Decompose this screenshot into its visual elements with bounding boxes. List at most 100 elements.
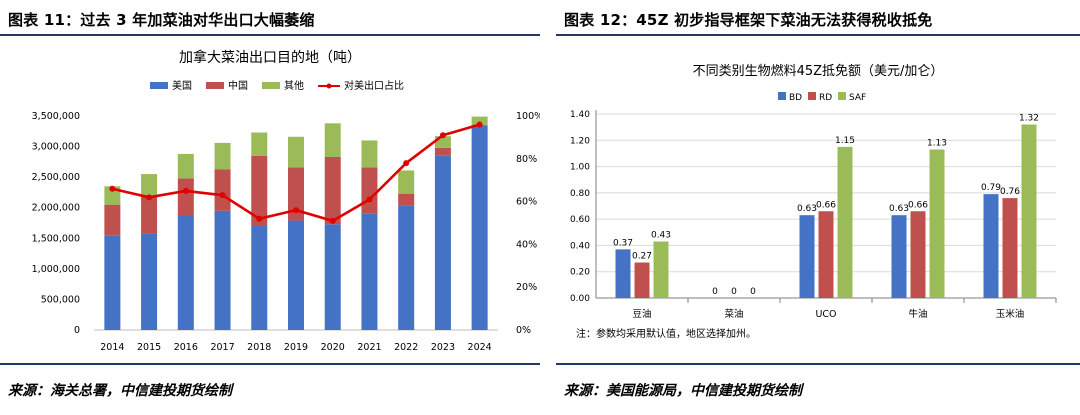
legend-label-0: BD — [789, 93, 802, 103]
bar-BD — [983, 194, 999, 298]
x-tick-label: 豆油 — [632, 308, 651, 320]
bar-segment-中国 — [214, 169, 231, 211]
y-tick-label: 3,500,000 — [32, 111, 80, 122]
canada-rapeseed-oil-export-chart: 加拿大菜油出口目的地（吨） 美国 中国 其他 对美出口占比 0 500,000 1,000,0… — [32, 49, 540, 353]
y2-tick-label: 100% — [516, 111, 540, 122]
y-tick-label: 1,500,000 — [32, 233, 80, 244]
x-tick-label: 牛油 — [908, 308, 927, 320]
bar-segment-中国 — [141, 195, 158, 234]
ratio-point — [146, 194, 153, 201]
data-label: 0.43 — [651, 230, 671, 240]
y-tick-label: 1.20 — [570, 136, 590, 146]
bar-BD — [799, 215, 815, 298]
bar-segment-其他 — [361, 140, 378, 168]
legend-label-0: 美国 — [172, 79, 192, 92]
data-label: 0.63 — [797, 204, 817, 214]
x-tick-label: 2014 — [100, 342, 124, 353]
y-tick-label: 0.00 — [570, 294, 590, 304]
legend-label-2: SAF — [849, 93, 866, 103]
bar-segment-中国 — [434, 147, 451, 156]
y-tick-label: 2,500,000 — [32, 172, 80, 183]
bar-segment-美国 — [177, 215, 194, 330]
bar-BD — [615, 249, 631, 298]
bar-segment-其他 — [471, 116, 488, 126]
y-tick-label: 1.40 — [570, 110, 590, 120]
ratio-point — [109, 185, 116, 192]
figure-12-title: 图表 12：45Z 初步指导框架下菜油无法获得税收抵免 — [564, 11, 933, 29]
y2-tick-label: 60% — [516, 197, 537, 208]
y-tick-label: 0.80 — [570, 189, 590, 199]
bar-segment-其他 — [288, 136, 304, 168]
bar-RD — [634, 262, 650, 298]
y2-tick-label: 0% — [516, 325, 531, 336]
ratio-point — [329, 217, 336, 224]
data-label: 1.13 — [927, 138, 947, 148]
legend-swatch-0 — [778, 92, 786, 100]
ratio-point — [439, 132, 446, 139]
x-tick-label: 2018 — [247, 342, 271, 353]
ratio-point — [256, 215, 263, 222]
data-label: 0 — [712, 287, 718, 297]
chart-note: 注：参数均采用默认值，地区选择加州。 — [576, 327, 756, 340]
legend-swatch-2 — [838, 92, 846, 100]
bar-segment-中国 — [324, 156, 341, 225]
right-figure-panel: 图表 12：45Z 初步指导框架下菜油无法获得税收抵免 不同类别生物燃料45Z抵… — [556, 0, 1080, 415]
x-tick-label: 2017 — [210, 342, 234, 353]
y-tick-label: 1,000,000 — [32, 264, 80, 275]
bar-segment-其他 — [141, 174, 158, 196]
top-rule — [556, 34, 1080, 36]
bar-RD — [818, 211, 834, 298]
ratio-point — [366, 196, 373, 203]
data-label: 0.37 — [613, 238, 633, 248]
bar-segment-美国 — [361, 213, 378, 330]
y-tick-label: 0.40 — [570, 241, 590, 251]
figure-12-source: 来源：美国能源局，中信建投期货绘制 — [564, 383, 802, 399]
bar-segment-其他 — [398, 170, 415, 194]
bar-RD — [910, 211, 926, 298]
legend-swatch-2 — [262, 82, 280, 89]
y2-tick-label: 20% — [516, 282, 537, 293]
bar-SAF — [653, 241, 669, 298]
legend-swatch-1 — [206, 82, 224, 89]
x-tick-label: 2022 — [394, 342, 418, 353]
bar-segment-中国 — [361, 167, 378, 214]
top-rule — [0, 34, 540, 36]
x-tick-label: 2021 — [357, 342, 381, 353]
x-tick-label: 2019 — [284, 342, 308, 353]
data-label: 0.79 — [981, 183, 1001, 193]
legend-label-1: 中国 — [228, 79, 248, 92]
bar-segment-中国 — [177, 178, 194, 216]
data-label: 0.76 — [1000, 187, 1020, 197]
bar-segment-美国 — [141, 233, 158, 330]
y2-tick-label: 40% — [516, 239, 537, 250]
y2-tick-label: 80% — [516, 154, 537, 165]
bar-BD — [891, 215, 907, 298]
y-tick-label: 500,000 — [41, 294, 80, 305]
bar-segment-美国 — [251, 226, 268, 330]
x-tick-label: 2020 — [321, 342, 345, 353]
ratio-point — [182, 187, 189, 194]
bar-segment-美国 — [288, 220, 304, 330]
bar-segment-美国 — [214, 210, 231, 330]
bar-segment-其他 — [324, 123, 341, 157]
bottom-rule — [0, 363, 540, 365]
y-tick-label: 0 — [74, 325, 80, 336]
bar-segment-其他 — [251, 132, 268, 156]
bar-segment-中国 — [288, 167, 304, 221]
bar-segment-其他 — [434, 136, 451, 148]
bar-segment-其他 — [177, 153, 194, 179]
data-label: 1.15 — [835, 136, 855, 146]
legend-line-marker — [326, 83, 332, 89]
y-tick-label: 3,000,000 — [32, 142, 80, 153]
legend-swatch-1 — [808, 92, 816, 100]
left-figure-panel: 图表 11：过去 3 年加菜油对华出口大幅萎缩 加拿大菜油出口目的地（吨） 美国 中… — [0, 11, 540, 399]
x-tick-label: 2023 — [431, 342, 455, 353]
legend-label-1: RD — [819, 93, 832, 103]
bar-segment-中国 — [398, 193, 415, 206]
x-tick-label: UCO — [815, 309, 836, 320]
bar-SAF — [837, 146, 853, 298]
y-tick-label: 2,000,000 — [32, 203, 80, 214]
data-label: 0.63 — [889, 204, 909, 214]
data-label: 1.32 — [1019, 114, 1039, 124]
ratio-point — [476, 121, 483, 128]
